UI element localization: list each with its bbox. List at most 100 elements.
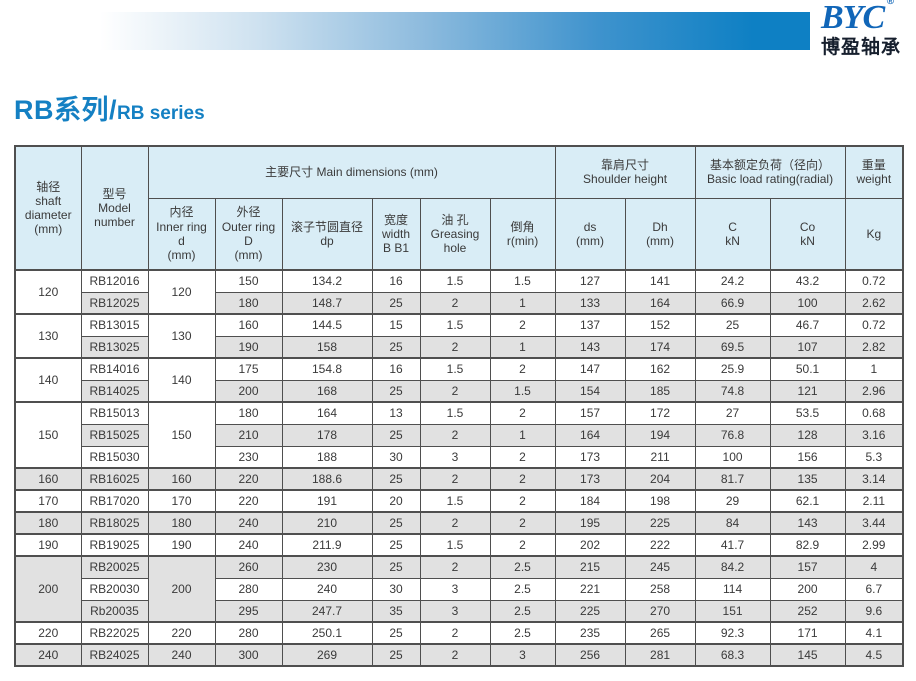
brand-logo-text: BYC ® [821, 0, 894, 35]
chamfer-cell: 3 [489, 643, 556, 667]
weight-cell: 4 [844, 555, 904, 579]
co-kn-cell: 43.2 [769, 269, 846, 293]
width-cell: 30 [371, 577, 421, 601]
shaft-diameter-cell: 240 [14, 643, 82, 667]
table-row: 200 RB20025 200 260 230 25 2 2.5 215 245 84.2 157 4 [14, 555, 904, 623]
col-group-shoulder-height: 靠肩尺寸 Shoulder height [554, 145, 696, 199]
c-kn-cell: 29 [694, 489, 771, 513]
co-kn-cell: 50.1 [769, 357, 846, 381]
greasing-hole-cell: 3 [419, 577, 491, 601]
outer-ring-cell: 200 [214, 379, 283, 403]
co-kn-cell: 62.1 [769, 489, 846, 513]
shaft-diameter-cell: 130 [14, 313, 82, 359]
co-kn-cell: 171 [769, 621, 846, 645]
inner-ring-cell: 120 [147, 269, 216, 315]
pitch-diameter-cell: 178 [281, 423, 373, 447]
table-row: RB15025 210 178 25 2 1 164 194 76.8 128 3.16 [15, 423, 904, 447]
col-header-shaft-diameter: 轴径 shaft diameter (mm) [14, 145, 82, 271]
c-kn-cell: 25 [694, 313, 771, 337]
width-cell: 20 [371, 489, 421, 513]
ds-cell: 127 [554, 269, 626, 293]
page-title: RB系列/RB series [14, 88, 205, 127]
greasing-hole-cell: 1.5 [419, 357, 491, 381]
spec-table-body: 120 RB12016 120 150 134.2 16 1.5 1.5 127 141 24.2 4… [14, 269, 904, 667]
pitch-diameter-cell: 230 [281, 555, 373, 579]
co-kn-cell: 157 [769, 555, 846, 579]
width-cell: 16 [371, 269, 421, 293]
outer-ring-cell: 220 [214, 467, 283, 491]
pitch-diameter-cell: 250.1 [281, 621, 373, 645]
col-header-model-number: 型号 Model number [80, 145, 149, 271]
outer-ring-cell: 230 [214, 445, 283, 469]
co-kn-cell: 145 [769, 643, 846, 667]
table-row: 160 RB16025 160 220 188.6 25 2 2 173 204 81.7 135 3.… [14, 467, 904, 491]
chamfer-cell: 2 [489, 445, 556, 469]
table-row: RB14025 200 168 25 2 1.5 154 185 74.8 121 2.96 [15, 379, 904, 403]
model-number-cell: Rb20035 [80, 599, 149, 623]
greasing-hole-cell: 1.5 [419, 533, 491, 557]
width-cell: 15 [371, 313, 421, 337]
dh-cell: 204 [624, 467, 696, 491]
weight-cell: 3.16 [844, 423, 904, 447]
co-kn-cell: 128 [769, 423, 846, 447]
shaft-diameter-cell: 140 [14, 357, 82, 403]
model-number-cell: RB14025 [80, 379, 149, 403]
dh-cell: 222 [624, 533, 696, 557]
spec-table-header: 轴径 shaft diameter (mm) 型号 Model number 主… [14, 145, 904, 271]
weight-cell: 0.72 [844, 313, 904, 337]
greasing-hole-cell: 2 [419, 423, 491, 447]
dh-cell: 152 [624, 313, 696, 337]
pitch-diameter-cell: 191 [281, 489, 373, 513]
greasing-hole-cell: 3 [419, 445, 491, 469]
dh-cell: 164 [624, 291, 696, 315]
c-kn-cell: 27 [694, 401, 771, 425]
shaft-diameter-cell: 200 [14, 555, 82, 623]
greasing-hole-cell: 1.5 [419, 401, 491, 425]
co-kn-cell: 46.7 [769, 313, 846, 337]
model-number-cell: RB12025 [80, 291, 149, 315]
table-row: Rb20035 295 247.7 35 3 2.5 225 270 151 252 9.6 [15, 599, 904, 623]
pitch-diameter-cell: 134.2 [281, 269, 373, 293]
outer-ring-cell: 280 [214, 577, 283, 601]
c-kn-cell: 84 [694, 511, 771, 535]
ds-cell: 221 [554, 577, 626, 601]
co-kn-cell: 135 [769, 467, 846, 491]
shaft-diameter-cell: 170 [14, 489, 82, 513]
greasing-hole-cell: 2 [419, 467, 491, 491]
width-cell: 25 [371, 379, 421, 403]
ds-cell: 173 [554, 445, 626, 469]
inner-ring-cell: 190 [147, 533, 216, 557]
ds-cell: 225 [554, 599, 626, 623]
col-header-roller-pitch-diameter: 滚子节圆直径 dp [281, 197, 373, 271]
c-kn-cell: 74.8 [694, 379, 771, 403]
weight-cell: 9.6 [844, 599, 904, 623]
outer-ring-cell: 295 [214, 599, 283, 623]
col-group-weight: 重量 weight [844, 145, 904, 199]
chamfer-cell: 2.5 [489, 577, 556, 601]
table-row: 120 RB12016 120 150 134.2 16 1.5 1.5 127 141 24.2 4… [14, 269, 904, 315]
shaft-diameter-cell: 190 [14, 533, 82, 557]
header-gradient-bar [100, 12, 810, 50]
table-row: 130 RB13015 130 160 144.5 15 1.5 2 137 152 25 46.7 0… [14, 313, 904, 359]
inner-ring-cell: 200 [147, 555, 216, 623]
outer-ring-cell: 240 [214, 511, 283, 535]
co-kn-cell: 156 [769, 445, 846, 469]
model-number-cell: RB15030 [80, 445, 149, 469]
model-number-cell: RB17020 [80, 489, 149, 513]
col-header-width: 宽度 width B B1 [371, 197, 421, 271]
pitch-diameter-cell: 210 [281, 511, 373, 535]
table-row: RB12025 180 148.7 25 2 1 133 164 66.9 100 2.62 [15, 291, 904, 315]
co-kn-cell: 252 [769, 599, 846, 623]
weight-cell: 4.5 [844, 643, 904, 667]
width-cell: 35 [371, 599, 421, 623]
width-cell: 16 [371, 357, 421, 381]
pitch-diameter-cell: 247.7 [281, 599, 373, 623]
greasing-hole-cell: 2 [419, 643, 491, 667]
shaft-diameter-cell: 120 [14, 269, 82, 315]
inner-ring-cell: 220 [147, 621, 216, 645]
outer-ring-cell: 180 [214, 291, 283, 315]
greasing-hole-cell: 2 [419, 555, 491, 579]
c-kn-cell: 25.9 [694, 357, 771, 381]
pitch-diameter-cell: 158 [281, 335, 373, 359]
greasing-hole-cell: 2 [419, 621, 491, 645]
